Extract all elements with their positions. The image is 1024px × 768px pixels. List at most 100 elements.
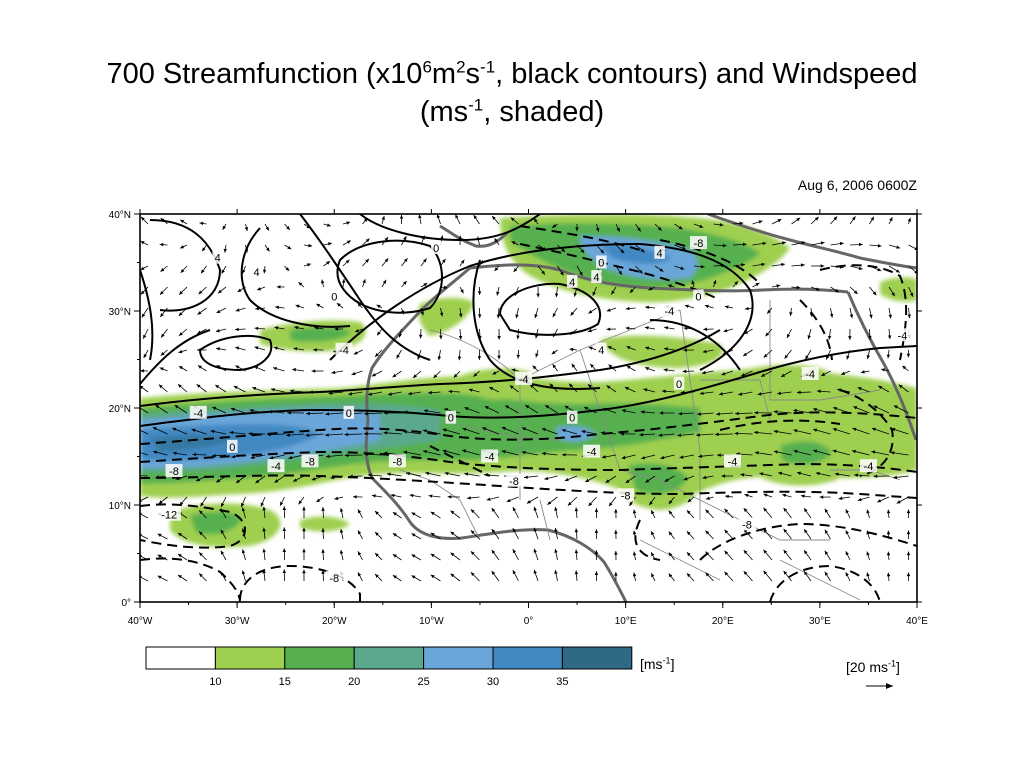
wind-vector-head	[738, 392, 743, 396]
wind-vector-head	[353, 495, 357, 499]
wind-vector-head	[849, 314, 854, 319]
wind-vector-head	[725, 494, 729, 499]
wind-vector-head	[400, 310, 405, 315]
wind-vector-head	[902, 365, 907, 370]
contour-label-bg	[189, 405, 207, 419]
reference-vector-label: [20 ms-1]	[846, 658, 900, 675]
wind-vector-head	[326, 261, 331, 265]
wind-vector-head	[450, 510, 455, 515]
wind-vector-head	[505, 405, 510, 409]
contour-neg-east-3	[819, 264, 908, 361]
contour-neg-mid	[429, 445, 491, 477]
wind-vector-head	[174, 405, 179, 409]
wind-vector-head	[841, 371, 846, 375]
contour-label: -4	[898, 330, 908, 342]
wind-vector-head	[421, 235, 425, 240]
contour-label: 4	[569, 277, 575, 289]
wind-vector-head	[564, 405, 569, 410]
wind-vector-head	[411, 554, 416, 558]
wind-vector-head	[241, 570, 246, 575]
wind-vector-head	[773, 429, 778, 434]
contour-label: 0	[448, 413, 454, 425]
wind-vector-head	[891, 292, 895, 297]
wind-vector-head	[390, 493, 395, 498]
wind-vector-head	[763, 493, 768, 497]
wind-vector-head	[587, 384, 592, 388]
wind-vector-head	[853, 290, 858, 294]
wind-vector-head	[820, 264, 825, 268]
contour-zero-line	[140, 345, 917, 427]
contour-label: 0	[346, 408, 352, 420]
jet-shade-35	[150, 435, 240, 452]
wind-vector-head	[255, 306, 259, 311]
contour-label: 4	[253, 267, 259, 279]
wind-vector-head	[571, 363, 576, 368]
colorbar-label: 15	[279, 676, 291, 688]
wind-vector-head	[460, 289, 464, 294]
date-label: Aug 6, 2006 0600Z	[797, 177, 917, 193]
wind-vector-head	[533, 548, 537, 553]
contour-label-bg	[617, 488, 635, 502]
wind-vector-head	[755, 282, 760, 287]
wind-vector-head	[896, 500, 901, 504]
wind-vector-head	[839, 241, 844, 246]
wind-vector-head	[216, 365, 221, 369]
europe-coast	[707, 214, 917, 270]
wind-vector-head	[199, 510, 203, 515]
lat-tick-label: 0°	[121, 598, 131, 609]
wind-vector-head	[820, 241, 825, 245]
wind-vector-head	[233, 385, 238, 390]
wind-vector-head	[645, 346, 650, 350]
wind-vector-head	[403, 258, 408, 263]
wind-vector-head	[817, 389, 821, 394]
wind-vector-head	[616, 227, 620, 232]
wind-vector-head	[179, 501, 184, 506]
wind-vector-head	[668, 510, 673, 515]
wind-vector-head	[625, 479, 630, 483]
wind-vector-head	[511, 241, 516, 245]
wind-vector-head	[286, 225, 290, 230]
wind-vector-head	[458, 313, 463, 318]
wind-vector-head	[392, 575, 397, 579]
wind-vector-head	[587, 328, 592, 333]
wind-vector-head	[477, 314, 482, 318]
wind-vector-head	[606, 308, 611, 312]
wind-vector-head	[705, 509, 710, 514]
wind-vector-head	[873, 474, 878, 478]
wind-vector-head	[807, 335, 811, 340]
wind-vector-head	[614, 572, 618, 576]
wind-vector-head	[197, 311, 202, 315]
contour-4-arc-2	[140, 329, 211, 385]
wind-vector-head	[684, 304, 689, 308]
wind-vector-head	[491, 528, 496, 533]
wind-vector-head	[724, 571, 729, 576]
wind-vector-head	[763, 353, 768, 358]
contour-label-bg	[673, 376, 685, 390]
wind-vector-head	[866, 572, 870, 577]
wind-vector-head	[542, 247, 547, 251]
wind-vector-head	[793, 429, 798, 433]
wind-vector-head	[866, 509, 870, 514]
wind-vector-head	[218, 289, 222, 294]
wind-vector-head	[220, 571, 225, 576]
wind-vector-head	[570, 330, 575, 335]
wind-vector-head	[513, 268, 518, 273]
contour-label-bg	[693, 289, 704, 303]
wind-vector-head	[906, 572, 911, 577]
wind-vector-head	[160, 352, 165, 356]
wind-vector-head	[814, 216, 819, 221]
wind-vector-head	[773, 410, 778, 414]
contour-label: -4	[485, 452, 495, 464]
wind-vector-head	[244, 227, 249, 231]
wind-vector-head	[308, 243, 313, 248]
wind-vector-head	[383, 451, 388, 455]
wind-vector-head	[683, 348, 687, 352]
wind-vector-head	[614, 509, 618, 513]
wind-vector-head	[334, 327, 338, 331]
wind-vector-head	[172, 451, 177, 456]
contour-label: 4	[215, 253, 221, 265]
wind-vector-head	[560, 271, 564, 276]
wind-vector-head	[460, 259, 465, 264]
wind-vector-head	[430, 553, 435, 558]
contour-label: -8	[509, 476, 519, 488]
